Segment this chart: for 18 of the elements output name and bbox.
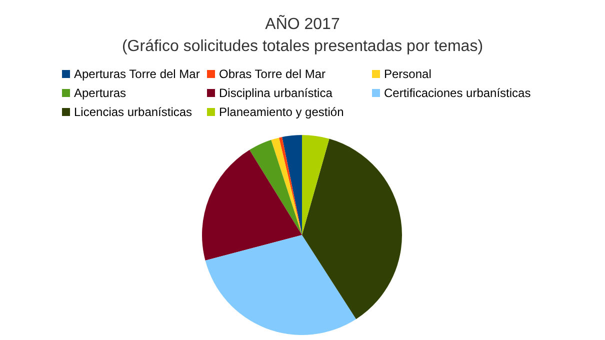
legend-label: Planeamiento y gestión bbox=[219, 105, 344, 119]
legend-label: Aperturas bbox=[74, 86, 126, 100]
pie-slice bbox=[302, 138, 402, 320]
legend-label: Disciplina urbanística bbox=[219, 86, 333, 100]
pie-slice bbox=[202, 150, 302, 260]
pie-slice bbox=[205, 235, 356, 335]
legend-label: Aperturas Torre del Mar bbox=[74, 67, 200, 81]
pie-slice bbox=[302, 135, 330, 235]
legend-label: Certificaciones urbanísticas bbox=[384, 86, 531, 100]
legend-label: Personal bbox=[384, 67, 432, 81]
pie-slice bbox=[249, 140, 302, 235]
legend-label: Obras Torre del Mar bbox=[219, 67, 326, 81]
chart-subtitle: (Gráfico solicitudes totales presentadas por temas) bbox=[122, 38, 484, 55]
pie-slice bbox=[271, 138, 302, 235]
legend-label: Licencias urbanísticas bbox=[74, 105, 192, 119]
chart-title: AÑO 2017 bbox=[265, 14, 340, 33]
pie-slice bbox=[282, 135, 302, 235]
pie-slice bbox=[278, 137, 302, 235]
